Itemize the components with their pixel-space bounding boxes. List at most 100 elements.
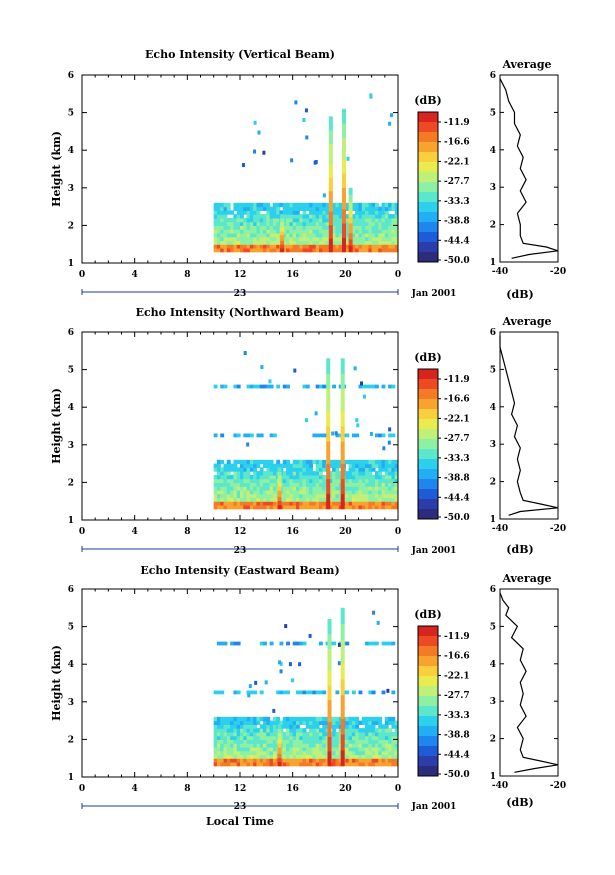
heat-cell (305, 459, 310, 465)
heat-cell (378, 210, 383, 215)
heat-cell (315, 384, 320, 389)
heat-cell (243, 501, 248, 506)
heat-cell (345, 731, 350, 737)
heat-cell (230, 482, 235, 487)
avg-y-tick-label: 3 (490, 183, 496, 193)
colorbar-segment (418, 716, 438, 727)
colorbar-segment (418, 746, 438, 757)
heat-cell (358, 214, 363, 219)
colorbar-label: -27.7 (444, 434, 470, 444)
avg-x-tick-label: -20 (550, 781, 566, 791)
heat-cell (302, 214, 307, 219)
heat-cell (268, 379, 272, 384)
heat-cell (358, 746, 363, 752)
heat-cell (315, 217, 320, 223)
heat-cell (378, 229, 383, 234)
heat-cell (358, 210, 363, 215)
heat-cell (368, 761, 373, 767)
heat-cell (374, 743, 379, 748)
heat-cell (269, 214, 274, 219)
heat-cell (305, 225, 310, 230)
heat-cell (381, 758, 386, 763)
heat-cell (312, 489, 317, 495)
heat-spike (340, 702, 345, 711)
heat-cell (302, 501, 307, 506)
heat-spike (328, 231, 333, 239)
heat-cell (233, 497, 238, 502)
heat-cell (378, 750, 383, 756)
heat-cell (236, 690, 241, 695)
heat-cell (351, 489, 356, 495)
heat-cell (263, 384, 267, 389)
heat-cell (335, 501, 340, 506)
heat-cell (384, 486, 389, 491)
heat-cell (394, 486, 398, 491)
heat-cell (371, 236, 376, 242)
heat-cell (272, 758, 277, 763)
heat-cell (361, 504, 366, 510)
heat-spike (348, 200, 353, 205)
heat-cell (371, 743, 376, 748)
heat-cell (374, 750, 379, 756)
heat-cell (378, 225, 383, 230)
heat-cell (223, 731, 228, 737)
heat-cell (325, 221, 330, 226)
heat-spike (348, 197, 353, 202)
heat-cell (246, 735, 251, 740)
heat-cell (263, 754, 267, 759)
heat-cell (338, 384, 343, 389)
heat-cell (292, 739, 297, 744)
avg-y-tick-label: 1 (490, 772, 496, 782)
heat-cell (233, 641, 238, 646)
heat-spike (277, 742, 282, 746)
heat-cell (381, 236, 386, 242)
colorbar-label: -22.1 (444, 414, 470, 424)
heat-cell (361, 486, 366, 491)
heat-cell (253, 754, 258, 759)
heat-cell (246, 229, 251, 234)
heat-cell (226, 206, 231, 211)
heat-cell (263, 217, 267, 223)
heat-cell (315, 728, 320, 733)
heat-cell (249, 720, 254, 725)
heat-cell (381, 501, 386, 506)
heatmap-area (213, 607, 398, 767)
heat-cell (213, 743, 218, 748)
heat-cell (256, 482, 261, 487)
heat-cell (355, 232, 360, 238)
heat-cell (322, 735, 327, 740)
heat-cell (361, 225, 366, 230)
colorbar-segment (418, 409, 438, 420)
heat-cell (335, 236, 340, 242)
heat-cell (378, 728, 383, 733)
avg-x-tick-label: -20 (550, 524, 566, 534)
heat-cell (269, 467, 274, 472)
heat-cell (216, 501, 221, 506)
heat-cell (299, 247, 304, 253)
heat-cell (253, 232, 258, 238)
heat-cell (236, 202, 241, 208)
heat-cell (233, 229, 238, 234)
heat-cell (256, 236, 261, 242)
heat-cell (378, 493, 383, 499)
heat-cell (259, 641, 264, 646)
heat-cell (240, 214, 244, 219)
heat-cell (289, 750, 294, 756)
heat-cell (240, 501, 244, 506)
heat-cell (332, 486, 337, 491)
heat-cell (240, 232, 244, 238)
heat-cell (295, 478, 300, 483)
heat-cell (371, 504, 376, 510)
heat-spike (342, 123, 347, 131)
heat-cell (263, 743, 267, 748)
heat-cell (289, 724, 294, 729)
heat-cell (286, 690, 290, 695)
heat-cell (322, 739, 327, 744)
heat-spike (280, 223, 285, 226)
x-tick-label: 8 (184, 527, 190, 537)
heat-cell (256, 735, 261, 740)
heat-cell (345, 221, 350, 226)
heat-cell (378, 716, 383, 722)
heat-spike (326, 463, 331, 472)
